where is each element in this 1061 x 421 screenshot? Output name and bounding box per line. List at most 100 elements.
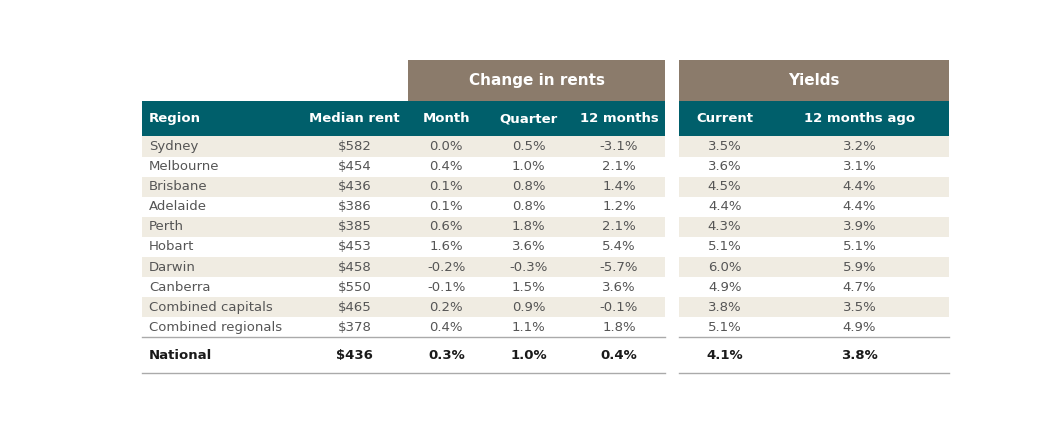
Text: Sydney: Sydney (149, 140, 198, 153)
Bar (142, 337, 665, 373)
Bar (142, 101, 665, 136)
Text: Melbourne: Melbourne (149, 160, 220, 173)
Bar (142, 297, 665, 317)
Text: 1.8%: 1.8% (603, 321, 636, 334)
Text: 3.6%: 3.6% (511, 240, 545, 253)
Text: 4.7%: 4.7% (842, 281, 876, 294)
Text: 0.9%: 0.9% (511, 301, 545, 314)
Text: 1.8%: 1.8% (511, 220, 545, 233)
Bar (142, 177, 665, 197)
Text: 3.2%: 3.2% (842, 140, 876, 153)
Text: $458: $458 (337, 261, 371, 274)
Text: 1.4%: 1.4% (603, 180, 636, 193)
Bar (679, 197, 950, 217)
Text: 12 months ago: 12 months ago (804, 112, 915, 125)
Text: 0.6%: 0.6% (430, 220, 463, 233)
Text: 4.9%: 4.9% (842, 321, 876, 334)
Bar (142, 197, 665, 217)
Text: 1.0%: 1.0% (511, 160, 545, 173)
Text: Change in rents: Change in rents (469, 73, 605, 88)
Text: $385: $385 (337, 220, 371, 233)
Text: 0.8%: 0.8% (511, 200, 545, 213)
Text: $454: $454 (337, 160, 371, 173)
Bar (679, 136, 950, 157)
Text: 2.1%: 2.1% (603, 160, 636, 173)
Text: -5.7%: -5.7% (599, 261, 639, 274)
Text: -0.3%: -0.3% (509, 261, 547, 274)
Text: 3.6%: 3.6% (603, 281, 636, 294)
Text: $465: $465 (337, 301, 371, 314)
Text: 0.4%: 0.4% (430, 160, 463, 173)
Text: Hobart: Hobart (149, 240, 194, 253)
Text: 6.0%: 6.0% (708, 261, 742, 274)
Text: 0.1%: 0.1% (430, 180, 464, 193)
Bar (142, 277, 665, 297)
Bar (142, 217, 665, 237)
Text: -0.2%: -0.2% (428, 261, 466, 274)
Text: $550: $550 (337, 281, 371, 294)
Text: Quarter: Quarter (500, 112, 558, 125)
Text: Combined capitals: Combined capitals (149, 301, 273, 314)
Text: Darwin: Darwin (149, 261, 196, 274)
Text: 5.1%: 5.1% (842, 240, 876, 253)
Text: 1.6%: 1.6% (430, 240, 464, 253)
Bar (679, 60, 950, 101)
Text: $436: $436 (337, 180, 371, 193)
Text: 4.4%: 4.4% (708, 200, 742, 213)
Text: 4.3%: 4.3% (708, 220, 742, 233)
Text: 5.4%: 5.4% (603, 240, 636, 253)
Text: 4.4%: 4.4% (842, 180, 876, 193)
Text: Perth: Perth (149, 220, 184, 233)
Text: Canberra: Canberra (149, 281, 210, 294)
Bar (679, 277, 950, 297)
Bar (679, 177, 950, 197)
Bar (679, 237, 950, 257)
Text: 3.5%: 3.5% (842, 301, 876, 314)
Bar (142, 136, 665, 157)
Text: Adelaide: Adelaide (149, 200, 207, 213)
Text: Current: Current (696, 112, 753, 125)
Bar (408, 60, 665, 101)
Text: 4.1%: 4.1% (707, 349, 743, 362)
Text: $436: $436 (336, 349, 373, 362)
Text: -3.1%: -3.1% (599, 140, 639, 153)
Text: National: National (149, 349, 212, 362)
Text: Median rent: Median rent (310, 112, 400, 125)
Text: 1.0%: 1.0% (510, 349, 546, 362)
Bar (679, 101, 950, 136)
Text: 0.1%: 0.1% (430, 200, 464, 213)
Text: -0.1%: -0.1% (428, 281, 466, 294)
Bar (142, 257, 665, 277)
Text: 4.5%: 4.5% (708, 180, 742, 193)
Text: 1.1%: 1.1% (511, 321, 545, 334)
Bar (679, 337, 950, 373)
Text: 4.9%: 4.9% (708, 281, 742, 294)
Text: 3.6%: 3.6% (708, 160, 742, 173)
Text: 3.5%: 3.5% (708, 140, 742, 153)
Text: 3.9%: 3.9% (842, 220, 876, 233)
Text: 1.2%: 1.2% (603, 200, 636, 213)
Bar (679, 317, 950, 337)
Bar (679, 157, 950, 177)
Text: Region: Region (149, 112, 202, 125)
Text: 0.4%: 0.4% (601, 349, 638, 362)
Text: 0.2%: 0.2% (430, 301, 464, 314)
Text: 1.5%: 1.5% (511, 281, 545, 294)
Text: Combined regionals: Combined regionals (149, 321, 282, 334)
Text: Month: Month (422, 112, 470, 125)
Bar (142, 237, 665, 257)
Text: 4.4%: 4.4% (842, 200, 876, 213)
Text: 3.1%: 3.1% (842, 160, 876, 173)
Bar (679, 297, 950, 317)
Text: 5.9%: 5.9% (842, 261, 876, 274)
Text: $582: $582 (337, 140, 371, 153)
Text: $378: $378 (337, 321, 371, 334)
Text: 0.3%: 0.3% (428, 349, 465, 362)
Text: 0.4%: 0.4% (430, 321, 463, 334)
Text: $453: $453 (337, 240, 371, 253)
Text: 12 months: 12 months (579, 112, 659, 125)
Text: 5.1%: 5.1% (708, 240, 742, 253)
Bar (142, 157, 665, 177)
Bar (679, 217, 950, 237)
Text: 3.8%: 3.8% (841, 349, 877, 362)
